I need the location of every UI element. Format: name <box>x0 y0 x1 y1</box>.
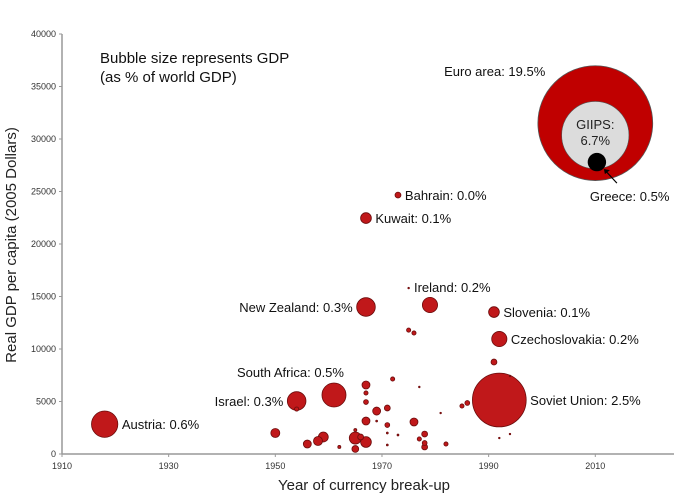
bubble <box>385 443 389 447</box>
bubble <box>337 445 342 449</box>
y-axis-label: Real GDP per capita (2005 Dollars) <box>3 127 20 363</box>
bubble <box>294 406 300 412</box>
bubble <box>351 445 360 453</box>
point-label: Kuwait: 0.1% <box>375 211 451 226</box>
point-label: Soviet Union: 2.5% <box>530 393 641 408</box>
bubble <box>363 390 369 396</box>
bubble <box>459 403 465 409</box>
bubble-austria <box>91 410 119 438</box>
y-tick-label: 5000 <box>36 397 56 407</box>
x-tick-label: 1930 <box>159 461 179 471</box>
y-tick-label: 35000 <box>31 82 56 92</box>
bubble-kuwait <box>360 212 372 224</box>
bubble <box>464 400 471 406</box>
y-tick-label: 25000 <box>31 187 56 197</box>
x-tick-label: 1950 <box>265 461 285 471</box>
bubble-ireland <box>421 297 438 314</box>
bubble <box>372 406 382 416</box>
x-tick-label: 1910 <box>52 461 72 471</box>
greece-arrowhead <box>603 169 610 175</box>
annotation-line-2: (as % of world GDP) <box>100 69 237 86</box>
point-label: Austria: 0.6% <box>122 417 200 432</box>
bubble-czechoslovakia <box>491 331 508 348</box>
bubble-new-zealand <box>356 297 376 317</box>
y-tick-label: 10000 <box>31 344 56 354</box>
bubble <box>375 419 378 423</box>
point-label: South Africa: 0.5% <box>237 365 344 380</box>
bubble <box>508 374 512 378</box>
giips-label: GIIPS: <box>576 117 614 132</box>
bubble <box>508 432 512 436</box>
bubble <box>409 417 419 427</box>
euro-area-label: Euro area: 19.5% <box>444 64 546 79</box>
bubble <box>270 428 281 438</box>
bubble <box>396 433 400 437</box>
giips-value: 6.7% <box>580 133 610 148</box>
bubbles <box>91 191 527 453</box>
bubble <box>353 428 358 432</box>
bubble-greece <box>587 152 607 172</box>
point-labels: Austria: 0.6% Israel: 0.3% South Africa: 0… <box>122 188 641 432</box>
bubble-soviet-union <box>472 372 527 428</box>
bubble <box>360 436 372 448</box>
bubble <box>406 327 412 333</box>
bubble <box>361 416 371 426</box>
x-tick-label: 1970 <box>372 461 392 471</box>
bubble <box>490 358 498 366</box>
y-tick-label: 40000 <box>31 29 56 39</box>
bubble <box>357 433 364 441</box>
bubble <box>421 440 428 446</box>
bubble <box>363 399 369 405</box>
y-tick-label: 15000 <box>31 292 56 302</box>
point-label: New Zealand: 0.3% <box>239 300 353 315</box>
greece-label: Greece: 0.5% <box>590 189 670 204</box>
bubble <box>443 441 449 447</box>
bubble <box>385 431 389 435</box>
bubble <box>416 436 422 442</box>
bubble <box>411 330 417 336</box>
point-label: Slovenia: 0.1% <box>503 305 590 320</box>
bubble <box>361 380 371 390</box>
y-tick-label: 30000 <box>31 134 56 144</box>
bubble-south-africa <box>321 382 347 408</box>
point-label: Bahrain: 0.0% <box>405 188 487 203</box>
y-tick-label: 20000 <box>31 239 56 249</box>
bubble <box>302 439 312 449</box>
bubble <box>390 376 396 382</box>
bubble <box>384 422 391 428</box>
bubble <box>439 411 442 415</box>
bubble <box>418 385 421 389</box>
y-tick-label: 0 <box>51 449 56 459</box>
bubble <box>498 436 501 440</box>
bubble <box>313 436 323 446</box>
axes: 0 5000 10000 15000 20000 25000 30000 35000 40000… <box>31 29 674 471</box>
x-tick-label: 1990 <box>479 461 499 471</box>
x-tick-label: 2010 <box>585 461 605 471</box>
point-label: Czechoslovakia: 0.2% <box>511 332 639 347</box>
point-label: Israel: 0.3% <box>215 394 284 409</box>
bubble <box>407 286 410 290</box>
bubble-bahrain <box>394 191 402 199</box>
annotation-line-1: Bubble size represents GDP <box>100 50 289 67</box>
x-axis-label: Year of currency break-up <box>278 477 450 494</box>
euro-inset: Euro area: 19.5% GIIPS:6.7% Greece: 0.5% <box>444 64 670 204</box>
bubble-slovenia <box>488 306 500 318</box>
bubble <box>383 404 391 412</box>
bubble <box>421 430 428 438</box>
point-label: Ireland: 0.2% <box>414 280 491 295</box>
